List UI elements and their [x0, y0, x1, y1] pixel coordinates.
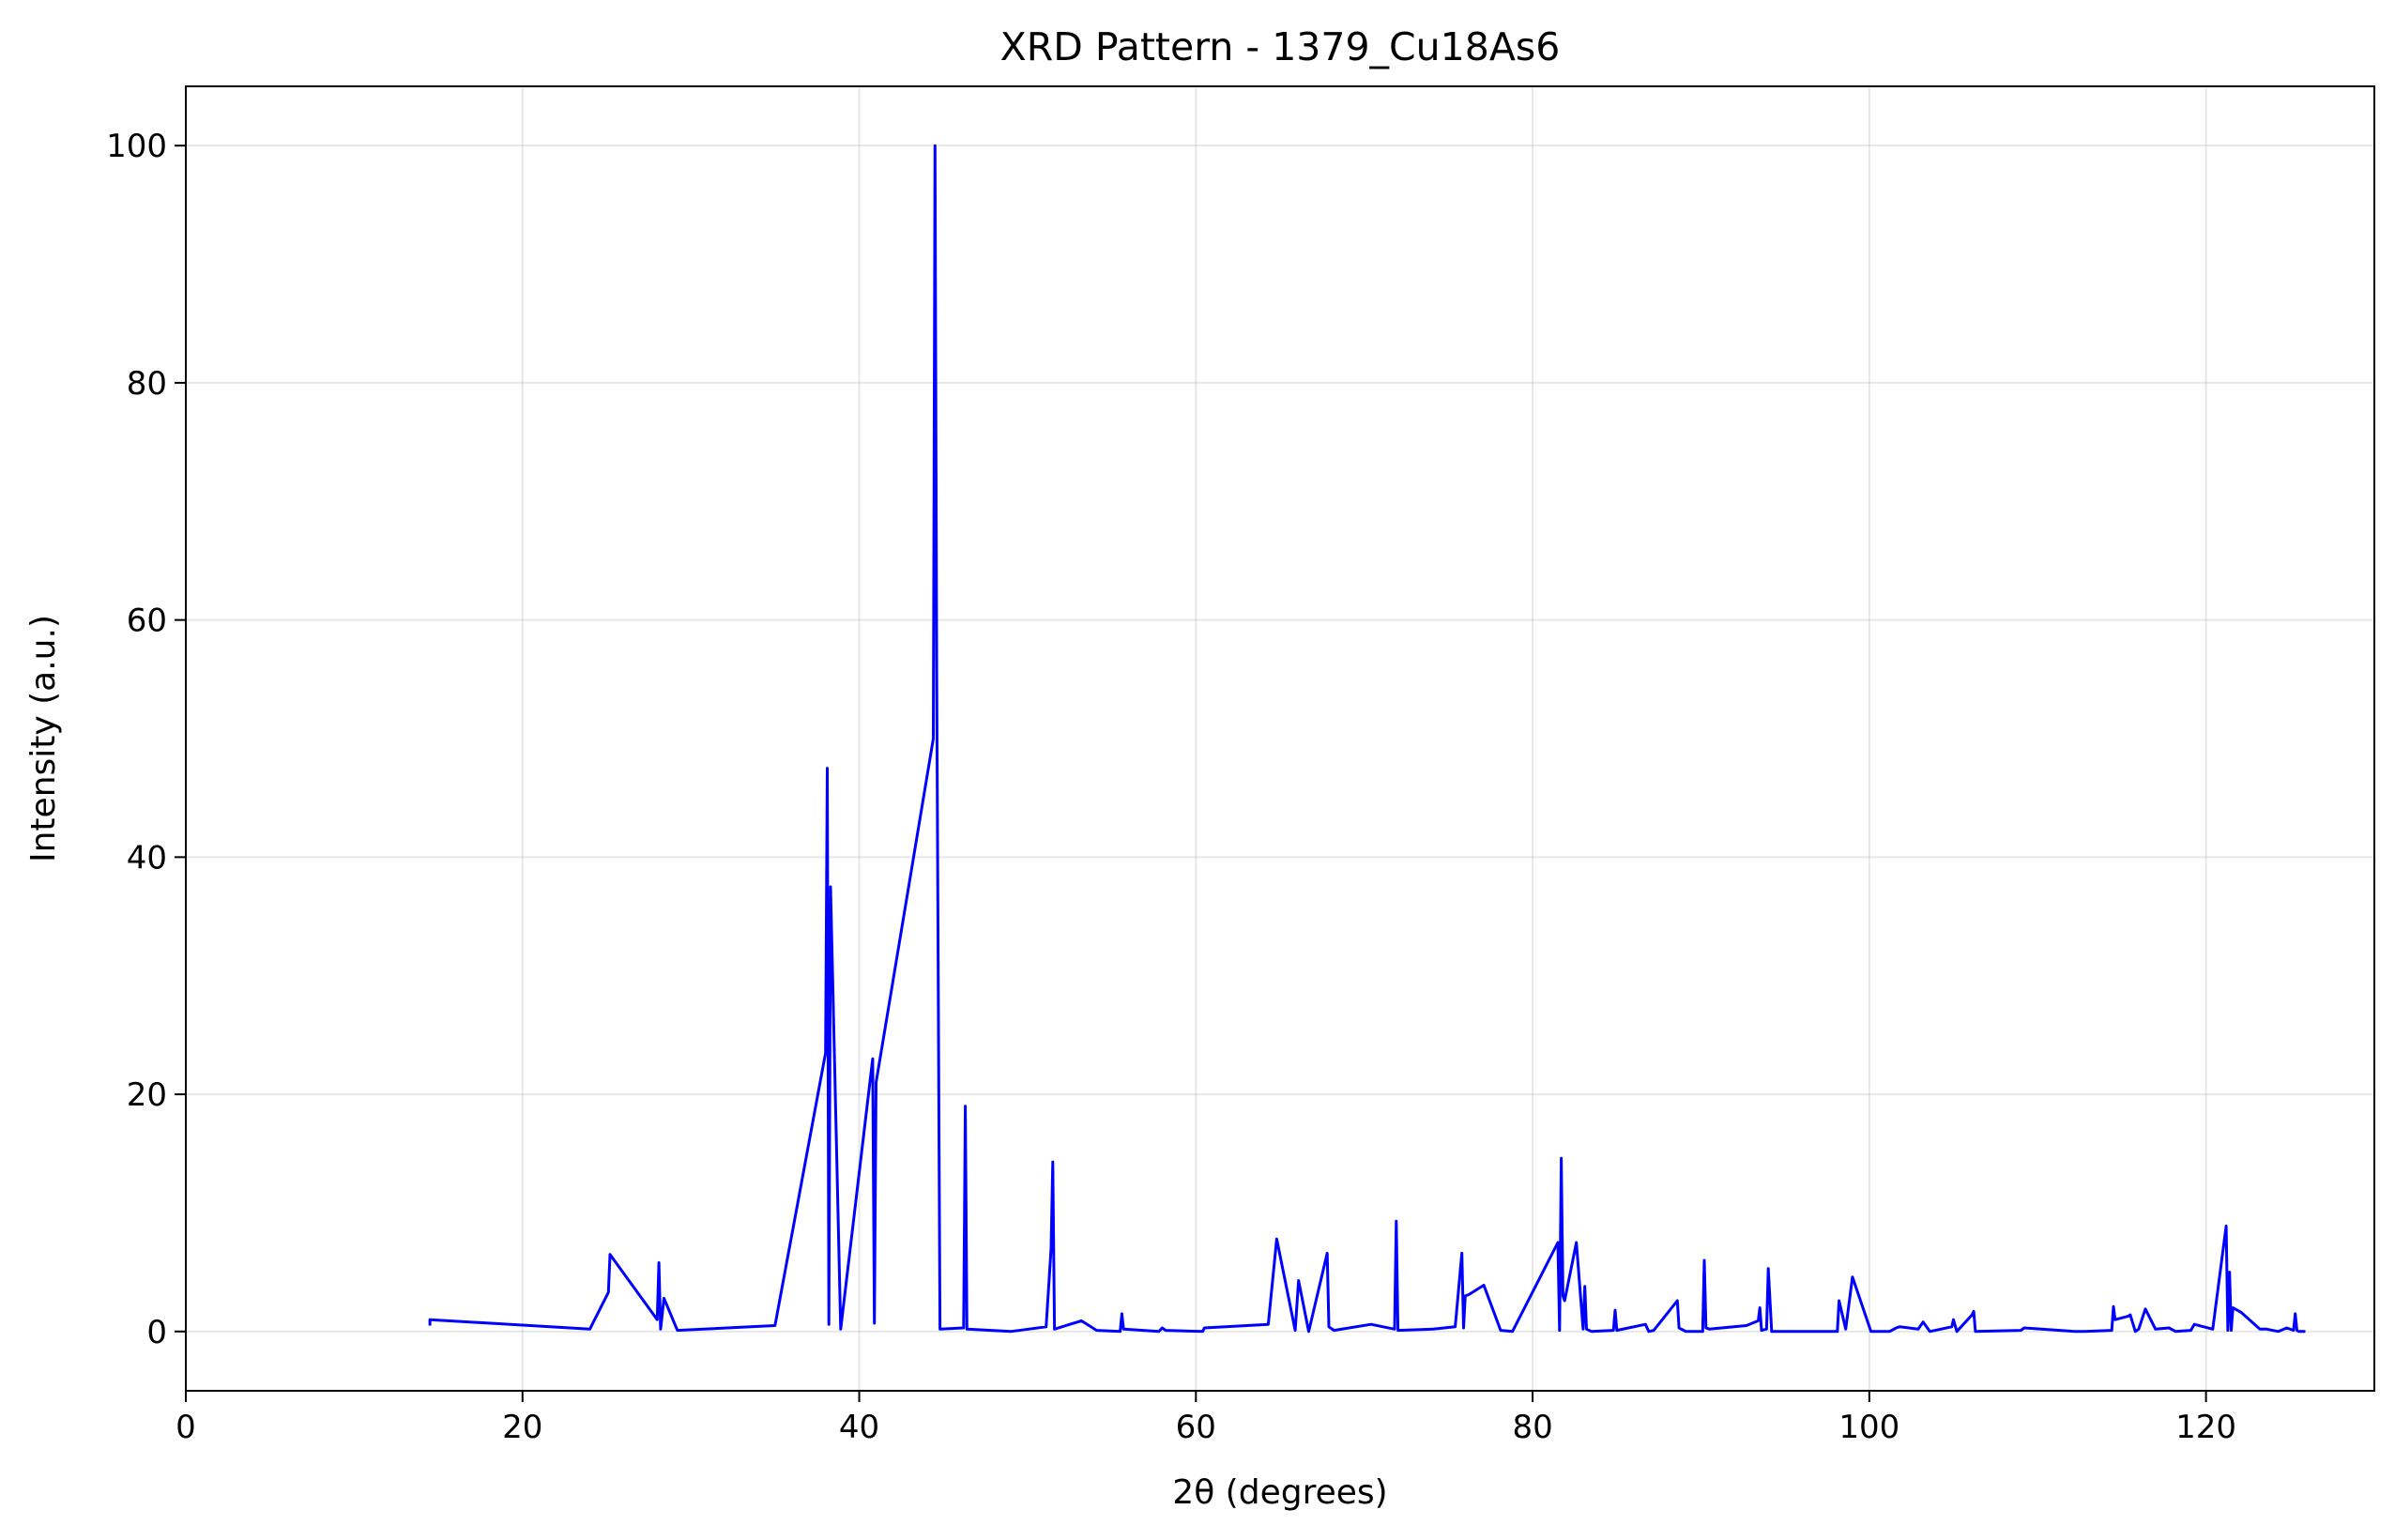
x-axis-label: 2θ (degrees)	[1172, 1473, 1387, 1512]
y-tick-label: 0	[146, 1314, 167, 1351]
y-tick-label: 40	[127, 839, 167, 877]
y-tick-label: 60	[127, 602, 167, 640]
plot-area-frame	[185, 85, 2375, 1392]
x-tick-label: 100	[1838, 1409, 1899, 1446]
y-tick-label: 20	[127, 1076, 167, 1114]
x-tick-label: 60	[1176, 1409, 1216, 1446]
x-tick-label: 20	[502, 1409, 542, 1446]
chart-title: XRD Pattern - 1379_Cu18As6	[1000, 24, 1561, 69]
y-tick-label: 100	[106, 128, 167, 165]
x-tick-label: 0	[175, 1409, 196, 1446]
series-layer	[428, 144, 2306, 1334]
y-tick-label: 80	[127, 365, 167, 403]
x-tick-label: 120	[2175, 1409, 2236, 1446]
grid-lines	[185, 86, 2374, 1391]
axis-ticks: 0 20 40 60 80 100 120 0 20 40 60 80 100	[106, 128, 2236, 1446]
x-tick-label: 80	[1512, 1409, 1552, 1446]
x-tick-label: 40	[839, 1409, 879, 1446]
y-axis-label: Intensity (a.u.)	[24, 615, 63, 862]
xrd-series-line	[428, 144, 2306, 1334]
